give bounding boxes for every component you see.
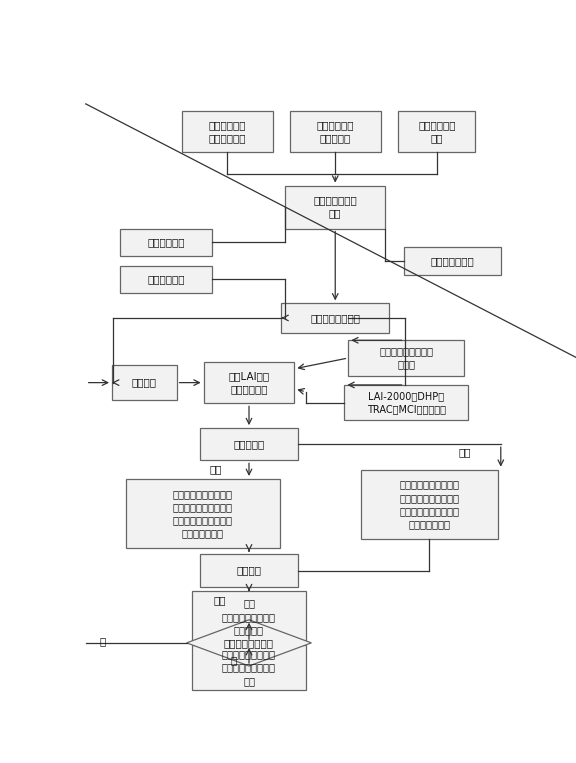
- Bar: [192, 591, 306, 642]
- Text: 植被调查数据库: 植被调查数据库: [430, 256, 474, 266]
- Text: 植物形态结构
参数实地测量: 植物形态结构 参数实地测量: [209, 120, 246, 143]
- Bar: [120, 266, 212, 293]
- Bar: [361, 470, 498, 539]
- Text: 验证分析: 验证分析: [237, 565, 262, 575]
- Text: 总结: 总结: [214, 595, 226, 605]
- Polygon shape: [187, 620, 312, 666]
- Bar: [200, 555, 298, 587]
- Text: 地面
间接测量方法、算法
及观测方案: 地面 间接测量方法、算法 及观测方案: [222, 598, 276, 635]
- Text: 光线跟踪算法、投影
算法等: 光线跟踪算法、投影 算法等: [379, 346, 433, 369]
- Text: 地面LAI间接
测量方法模拟: 地面LAI间接 测量方法模拟: [229, 371, 270, 394]
- Bar: [285, 185, 385, 229]
- Bar: [203, 362, 294, 404]
- Text: 模拟方案: 模拟方案: [132, 378, 157, 388]
- Text: 典型虚拟植被环境: 典型虚拟植被环境: [310, 313, 360, 323]
- Bar: [348, 340, 464, 375]
- Text: 典型林分条件: 典型林分条件: [147, 275, 184, 285]
- Text: 高精度的地面间接测
量方法、算法及观测
方案: 高精度的地面间接测 量方法、算法及观测 方案: [222, 649, 276, 686]
- Text: 方案是否需要改进: 方案是否需要改进: [224, 638, 274, 648]
- Bar: [399, 111, 475, 153]
- Bar: [404, 247, 501, 275]
- Text: 典型地形条件: 典型地形条件: [147, 237, 184, 247]
- Bar: [120, 229, 212, 256]
- Text: 否: 否: [230, 655, 237, 665]
- Text: 典型单株植物模
型库: 典型单株植物模 型库: [313, 195, 357, 219]
- Text: LAI-2000、DHP、
TRAC、MCI测量方法等: LAI-2000、DHP、 TRAC、MCI测量方法等: [366, 391, 446, 414]
- Bar: [281, 304, 389, 333]
- Text: 单株植物建模
软件: 单株植物建模 软件: [418, 120, 456, 143]
- Text: 植物形态结构
参数化描述: 植物形态结构 参数化描述: [316, 120, 354, 143]
- Text: 计算: 计算: [458, 447, 471, 457]
- Text: 计算: 计算: [210, 464, 222, 474]
- Text: 木质面积指数、叶面积
指数、木质总面积比参
数、冠层基本组分及木
质组分聚集指数: 木质面积指数、叶面积 指数、木质总面积比参 数、冠层基本组分及木 质组分聚集指数: [173, 489, 233, 539]
- Bar: [192, 645, 306, 690]
- Bar: [200, 428, 298, 460]
- Text: 模拟数据库: 模拟数据库: [233, 439, 264, 449]
- Bar: [182, 111, 273, 153]
- Bar: [290, 111, 381, 153]
- Text: 木质面积指数、叶面积
指数、木质总面积比参
数、冠层基本组分及木
质组分聚集指数: 木质面积指数、叶面积 指数、木质总面积比参 数、冠层基本组分及木 质组分聚集指数: [399, 479, 459, 529]
- Text: 是: 是: [100, 636, 106, 646]
- Bar: [112, 365, 177, 401]
- Bar: [344, 385, 468, 420]
- Bar: [126, 479, 280, 548]
